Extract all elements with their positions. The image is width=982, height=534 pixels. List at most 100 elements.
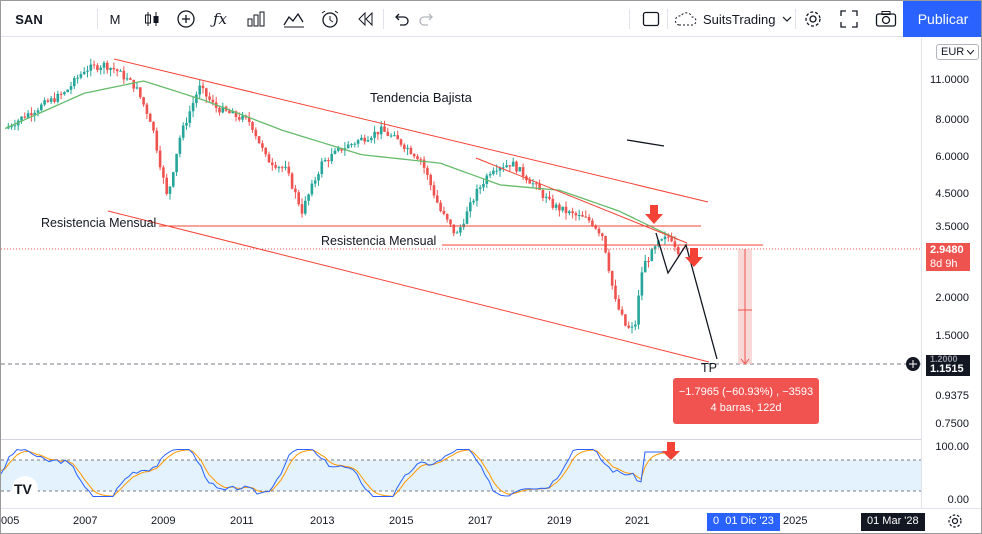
candle-body [195,94,198,103]
candle-body [340,148,343,151]
candle-body [587,216,591,221]
fullscreen-icon[interactable] [837,1,861,37]
settings-gear-icon[interactable] [801,1,825,37]
camera-snapshot-icon[interactable] [873,1,899,37]
price-tick: 0.9375 [935,390,969,402]
candle-body [548,196,551,199]
candle-body [10,126,13,128]
alert-chart-icon[interactable] [281,1,307,37]
replay-icon[interactable] [353,1,379,37]
candle-body [667,236,670,238]
candle-body [650,249,654,262]
candle-body [40,104,43,111]
candle-body [132,79,135,89]
time-tick: 2007 [73,515,98,527]
down-arrow-icon [662,442,680,460]
candle-body [475,188,479,201]
candle-body [624,314,627,326]
tp-label[interactable]: TP [701,361,717,375]
candle-body [122,70,126,80]
currency-selector[interactable]: EUR [936,44,980,60]
axis-settings-gear-icon[interactable] [947,513,963,533]
candle-style-icon[interactable] [139,1,165,37]
alarm-clock-icon[interactable] [317,1,343,37]
candle-body [148,113,152,122]
candle-body [13,125,17,127]
candle-body [89,64,93,71]
candle-body [310,183,314,195]
candle-body [102,62,106,68]
candle-body [267,154,271,163]
candle-body [56,93,60,102]
stochastic-oscillator[interactable]: TV [1,441,921,508]
candle-body [389,135,393,137]
candle-body [257,136,261,144]
candle-body [383,126,386,132]
candle-body [630,326,634,328]
candle-body [607,252,611,272]
candle-body [511,161,515,167]
price-tick: 6.0000 [935,151,969,163]
candle-body [577,215,581,217]
candle-body [528,180,531,184]
interval-button[interactable]: M [109,11,121,27]
price-axis[interactable]: EUR 11.0000 8.0000 6.0000 4.5000 3.5000 … [921,38,981,508]
candle-body [175,153,178,173]
candle-body [535,183,538,185]
candle-body [264,147,267,155]
candle-body [544,196,548,198]
undo-icon[interactable] [389,1,413,37]
candle-body [280,167,284,169]
price-chart[interactable] [1,38,921,438]
candle-body [86,70,89,72]
candle-body [488,174,492,176]
candle-body [36,110,40,113]
candle-body [541,189,545,198]
candle-body [106,62,109,70]
target-price-label: 1.1515 [926,362,970,376]
candle-body [155,130,159,151]
candle-body [449,219,452,225]
candle-body [201,85,205,89]
measure-bars: 4 barras, 122d [710,402,782,414]
layout-icon[interactable] [639,1,663,37]
chevron-down-icon [782,16,791,22]
resistance-label-right[interactable]: Resistencia Mensual [321,234,437,248]
candle-body [20,116,23,121]
candle-body [505,165,508,168]
resistance-label-left[interactable]: Resistencia Mensual [41,216,157,230]
tradingview-logo-icon: TV [12,476,38,502]
candle-body [218,107,221,113]
chevron-down-icon [967,49,975,55]
end-date-label: 01 Mar '28 [861,513,925,531]
candle-body [653,246,657,250]
candle-body [284,166,287,168]
time-axis[interactable]: 005 2007 2009 2011 2013 2015 2017 2019 2… [1,508,981,533]
candle-body [185,122,188,126]
add-compare-icon[interactable] [173,1,199,37]
candle-body [455,232,459,234]
templates-icon[interactable] [243,1,269,37]
lower-trendline [107,210,710,363]
candle-body [568,211,571,214]
candle-body [482,184,485,188]
candle-body [66,89,69,93]
indicators-fx-icon[interactable]: ƒx [212,10,227,28]
candle-body [452,224,456,234]
candle-body [403,144,406,149]
time-tick: 2025 [783,515,808,527]
publish-button[interactable]: Publicar [903,1,981,37]
candle-body [627,325,630,328]
account-name: SuitsTrading [703,11,776,27]
account-menu[interactable]: SuitsTrading [673,1,795,37]
candle-body [317,174,320,181]
redo-icon[interactable] [415,1,439,37]
symbol-search[interactable]: SAN [15,11,43,27]
candle-body [30,113,33,116]
trend-label[interactable]: Tendencia Bajista [370,90,472,105]
overlapped-price-label: 1.2000 [926,355,970,362]
candle-body [63,92,66,95]
candle-body [363,137,366,142]
top-toolbar: SAN M ƒx [1,1,981,37]
candle-body [386,131,390,136]
